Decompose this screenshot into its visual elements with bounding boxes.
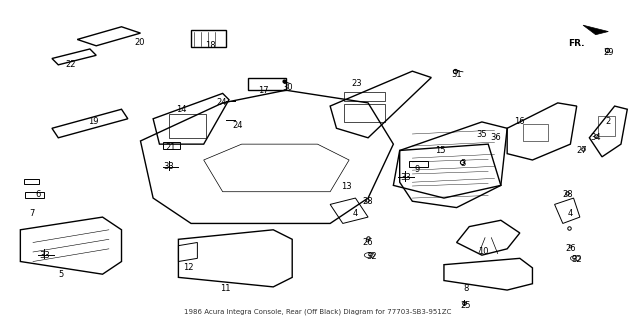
Text: 11: 11 (220, 284, 231, 293)
Bar (23, 179, 39, 184)
Text: 9: 9 (415, 165, 420, 174)
Text: 17: 17 (258, 86, 269, 95)
Text: 13: 13 (340, 182, 351, 191)
Text: 1986 Acura Integra Console, Rear (Off Black) Diagram for 77703-SB3-951ZC: 1986 Acura Integra Console, Rear (Off Bl… (184, 309, 451, 316)
Text: 3: 3 (460, 159, 465, 168)
Text: 19: 19 (88, 117, 98, 126)
Text: 5: 5 (59, 270, 64, 279)
Text: 24: 24 (216, 99, 227, 108)
Text: FR.: FR. (568, 39, 585, 48)
Bar (344, 92, 385, 101)
Bar (598, 116, 615, 136)
Text: 21: 21 (166, 143, 176, 152)
Text: 4: 4 (568, 209, 573, 219)
Bar (25, 192, 44, 198)
Polygon shape (583, 25, 608, 35)
Text: 32: 32 (366, 252, 377, 261)
Text: 35: 35 (476, 130, 487, 139)
Text: 26: 26 (363, 238, 373, 247)
Text: 4: 4 (353, 209, 358, 219)
Text: 29: 29 (603, 48, 613, 57)
Bar (409, 161, 428, 167)
Bar (191, 30, 226, 47)
Bar (344, 105, 385, 122)
Text: 16: 16 (514, 117, 525, 126)
Bar (248, 77, 286, 90)
Text: 28: 28 (363, 197, 373, 206)
Text: 7: 7 (29, 209, 34, 219)
Text: 33: 33 (401, 173, 411, 182)
Text: 8: 8 (464, 284, 469, 293)
Text: 10: 10 (478, 247, 488, 257)
Text: 6: 6 (36, 190, 41, 199)
Bar (163, 142, 180, 149)
Text: 12: 12 (183, 263, 193, 272)
Text: 20: 20 (134, 38, 145, 47)
Text: 15: 15 (436, 146, 446, 155)
Text: 30: 30 (283, 83, 293, 92)
Text: 36: 36 (490, 133, 501, 142)
Text: 18: 18 (204, 41, 215, 50)
Text: 2: 2 (606, 117, 611, 126)
Text: 25: 25 (461, 301, 471, 310)
Text: 24: 24 (232, 121, 243, 130)
Text: 33: 33 (164, 162, 174, 171)
Text: 22: 22 (65, 60, 76, 69)
Bar (169, 114, 206, 138)
Text: 27: 27 (577, 146, 587, 155)
Text: 32: 32 (572, 255, 582, 264)
Text: 14: 14 (177, 105, 187, 114)
Text: 34: 34 (591, 133, 601, 142)
Bar (523, 124, 548, 141)
Text: 28: 28 (562, 190, 573, 199)
Text: 23: 23 (351, 79, 362, 88)
Text: 26: 26 (565, 244, 576, 253)
Text: 31: 31 (451, 70, 462, 79)
Text: 33: 33 (39, 251, 50, 260)
